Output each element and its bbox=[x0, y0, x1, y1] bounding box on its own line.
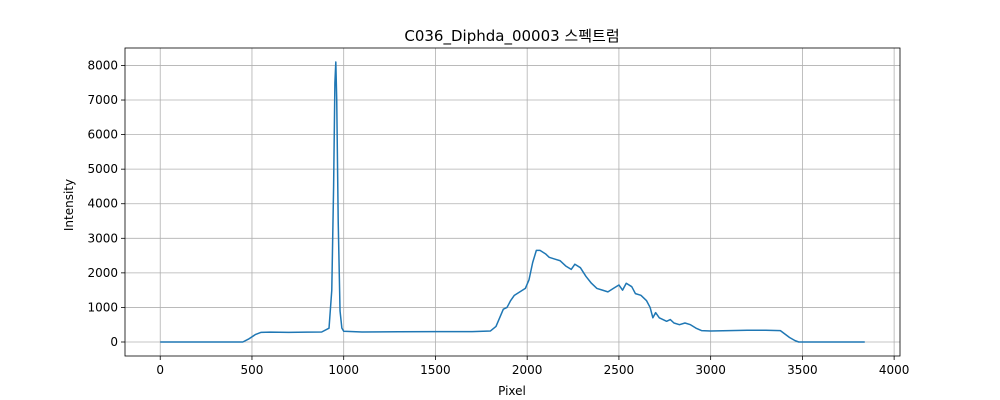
x-tick-label: 1500 bbox=[420, 363, 451, 377]
y-tick-label: 4000 bbox=[87, 197, 118, 211]
y-axis-label: Intensity bbox=[62, 179, 76, 231]
x-tick-label: 4000 bbox=[879, 363, 910, 377]
spectrum-line bbox=[160, 61, 865, 343]
y-tick-label: 2000 bbox=[87, 266, 118, 280]
y-tick-label: 3000 bbox=[87, 231, 118, 245]
y-tick-label: 6000 bbox=[87, 128, 118, 142]
y-tick-label: 0 bbox=[110, 335, 118, 349]
y-tick-label: 1000 bbox=[87, 300, 118, 314]
x-tick-label: 2500 bbox=[604, 363, 635, 377]
x-tick-label: 1000 bbox=[328, 363, 359, 377]
chart-title: C036_Diphda_00003 스펙트럼 bbox=[404, 27, 619, 46]
x-tick-label: 0 bbox=[156, 363, 164, 377]
x-tick-label: 3500 bbox=[787, 363, 818, 377]
x-tick-label: 3000 bbox=[695, 363, 726, 377]
y-tick-label: 7000 bbox=[87, 93, 118, 107]
x-tick-label: 2000 bbox=[512, 363, 543, 377]
plot-frame bbox=[124, 47, 901, 357]
y-tick-label: 5000 bbox=[87, 162, 118, 176]
y-tick-label: 8000 bbox=[87, 58, 118, 72]
x-tick-label: 500 bbox=[241, 363, 264, 377]
x-axis-label: Pixel bbox=[498, 384, 526, 398]
